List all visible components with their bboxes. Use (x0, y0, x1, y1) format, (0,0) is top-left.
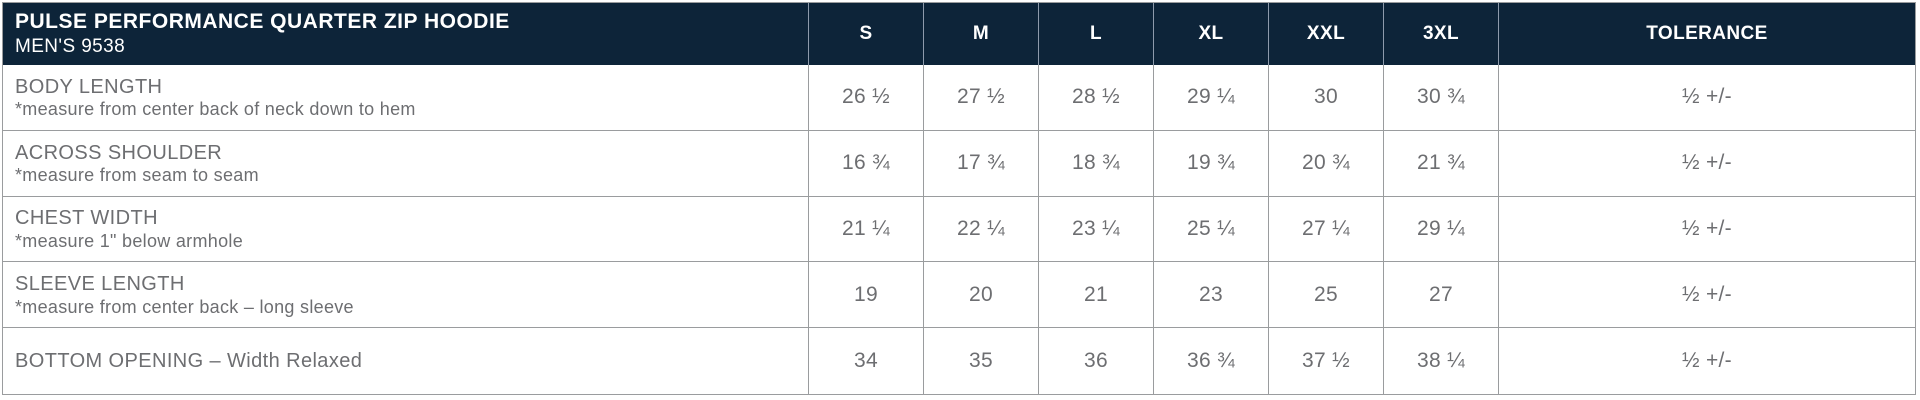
row-label: SLEEVE LENGTH (15, 273, 185, 296)
size-header-s: S (809, 3, 924, 65)
row-note: *measure from center back – long sleeve (15, 296, 354, 317)
value-cell: 23 (1154, 262, 1269, 329)
value-cell: 25 ¼ (1154, 196, 1269, 263)
table-header-row: PULSE PERFORMANCE QUARTER ZIP HOODIE MEN… (3, 3, 1915, 65)
table-row-chest-width: CHEST WIDTH *measure 1" below armhole 21… (3, 196, 1915, 263)
value-cell: 26 ½ (809, 65, 924, 131)
tolerance-cell: ½ +/- (1682, 349, 1732, 373)
size-chart-table: PULSE PERFORMANCE QUARTER ZIP HOODIE MEN… (2, 2, 1916, 395)
product-header-cell: PULSE PERFORMANCE QUARTER ZIP HOODIE MEN… (3, 3, 809, 65)
product-title: PULSE PERFORMANCE QUARTER ZIP HOODIE (15, 10, 510, 34)
size-header-xl: XL (1154, 3, 1269, 65)
value-cell: 17 ¾ (924, 130, 1039, 197)
value-cell: 29 ¼ (1384, 196, 1499, 263)
value-cell: 29 ¼ (1154, 65, 1269, 131)
value-cell: 34 (809, 328, 924, 394)
row-label: CHEST WIDTH (15, 207, 158, 230)
value-cell: 21 ¼ (809, 196, 924, 263)
tolerance-cell: ½ +/- (1499, 65, 1915, 131)
row-label-cell: ACROSS SHOULDER *measure from seam to se… (3, 130, 809, 197)
value-cell: 20 (924, 262, 1039, 329)
table-row-body-length: BODY LENGTH *measure from center back of… (3, 65, 1915, 131)
value-cell: 21 ¾ (1384, 130, 1499, 197)
value-cell: 30 ¾ (1384, 65, 1499, 131)
table-row-across-shoulder: ACROSS SHOULDER *measure from seam to se… (3, 130, 1915, 197)
tolerance-cell: ½ +/- (1499, 131, 1915, 197)
value-cell: 25 (1269, 262, 1384, 329)
value-cell: 28 ½ (1039, 65, 1154, 131)
value-cell: 19 ¾ (1154, 130, 1269, 197)
product-code: MEN'S 9538 (15, 35, 126, 57)
row-label-cell: CHEST WIDTH *measure 1" below armhole (3, 196, 809, 263)
row-note: *measure from center back of neck down t… (15, 99, 416, 120)
row-label: BODY LENGTH (15, 75, 163, 98)
value-cell: 16 ¾ (809, 130, 924, 197)
value-cell: 19 (809, 262, 924, 329)
value-cell: 23 ¼ (1039, 196, 1154, 263)
tolerance-cell: ½ +/- (1499, 197, 1915, 263)
row-label-cell: BOTTOM OPENING – Width Relaxed (3, 328, 809, 394)
row-note: *measure from seam to seam (15, 165, 259, 186)
row-note: *measure 1" below armhole (15, 230, 243, 251)
value-cell: 36 ¾ (1154, 328, 1269, 394)
table-row-bottom-opening: BOTTOM OPENING – Width Relaxed 34 35 36 … (3, 328, 1915, 394)
size-header-3xl: 3XL (1384, 3, 1499, 65)
value-cell: 27 ½ (924, 65, 1039, 131)
row-label: ACROSS SHOULDER (15, 141, 223, 164)
size-header-l: L (1039, 3, 1154, 65)
value-cell: 22 ¼ (924, 196, 1039, 263)
value-cell: 37 ½ (1269, 328, 1384, 394)
row-label-cell: BODY LENGTH *measure from center back of… (3, 65, 809, 131)
value-cell: 27 ¼ (1269, 196, 1384, 263)
value-cell: 30 (1269, 65, 1384, 131)
size-header-xxl: XXL (1269, 3, 1384, 65)
value-cell: 21 (1039, 262, 1154, 329)
tolerance-header: TOLERANCE (1499, 3, 1915, 65)
table-row-sleeve-length: SLEEVE LENGTH *measure from center back … (3, 262, 1915, 329)
value-cell: 35 (924, 328, 1039, 394)
row-label-cell: SLEEVE LENGTH *measure from center back … (3, 262, 809, 329)
size-header-m: M (924, 3, 1039, 65)
value-cell: 18 ¾ (1039, 130, 1154, 197)
value-cell: 38 ¼ (1384, 328, 1499, 394)
value-cell: 20 ¾ (1269, 130, 1384, 197)
row-label: BOTTOM OPENING – Width Relaxed (15, 349, 363, 372)
value-cell: 27 (1384, 262, 1499, 329)
value-cell: 36 (1039, 328, 1154, 394)
tolerance-cell: ½ +/- (1499, 262, 1915, 329)
